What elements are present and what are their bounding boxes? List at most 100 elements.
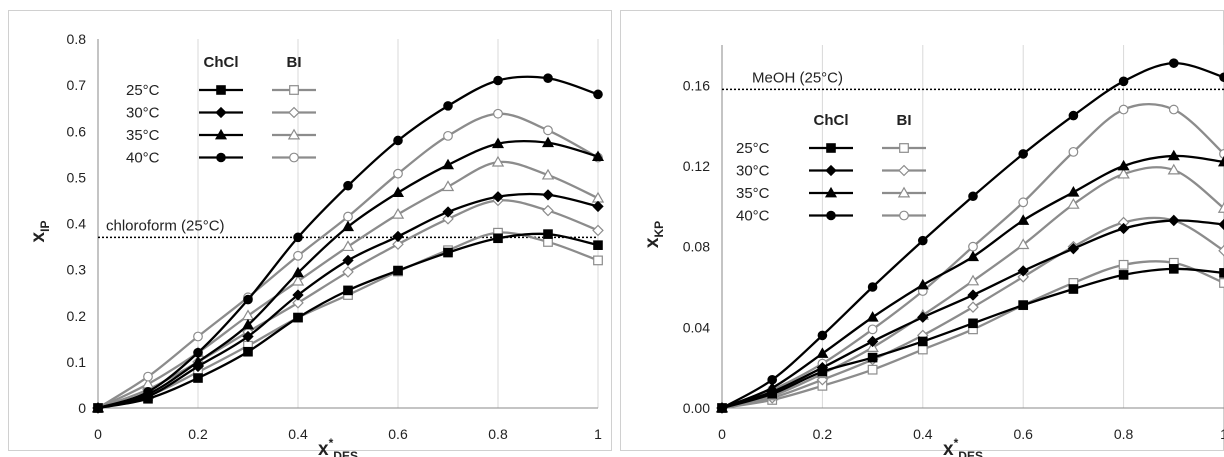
chart-0-data-point	[491, 137, 505, 149]
chart-0-legend-swatch-marker	[288, 106, 300, 119]
chart-1-data-point	[1219, 72, 1224, 83]
chart-0-data-point	[542, 204, 554, 217]
chart-1-data-point	[1118, 76, 1129, 87]
chart-1-series-bi-6	[715, 163, 1224, 413]
chart-0-xtick-label: 0.4	[288, 426, 308, 442]
chart-1-data-point	[717, 403, 727, 413]
chart-1-legend-swatch-marker	[826, 210, 836, 221]
chart-0-x-title-main: x	[318, 439, 329, 457]
chart-0-ytick-label: 0.5	[67, 169, 87, 185]
chart-1-data-point	[1219, 278, 1224, 288]
chart-0-data-point	[393, 265, 403, 276]
chart-0-data-point	[443, 247, 453, 258]
chart-right: 0.000.040.080.120.1600.20.40.60.81xKPx*D…	[612, 0, 1224, 457]
chart-1-data-point	[866, 335, 879, 348]
chart-0-xtick-label: 0	[94, 426, 102, 442]
chart-1-reference-label: MeOH (25°C)	[752, 69, 843, 86]
chart-1-data-point	[1219, 268, 1224, 278]
chart-1-x-title-sup: *	[954, 436, 959, 450]
chart-0-data-point	[93, 403, 103, 413]
chart-1-data-point	[1169, 58, 1179, 68]
chart-1-data-point	[917, 344, 928, 355]
chart-0-data-point	[291, 266, 305, 278]
chart-0-legend-label: 40°C	[126, 150, 160, 167]
chart-0-data-point	[493, 75, 503, 86]
chart-0-data-point	[392, 238, 404, 251]
chart-0-data-point	[293, 250, 303, 261]
chart-1-xtick-label: 1	[1220, 426, 1224, 442]
chart-1-data-point	[1067, 197, 1080, 209]
chart-0-data-point	[342, 266, 354, 278]
chart-1-legend-swatch-marker	[824, 186, 838, 198]
chart-1-data-point	[1018, 149, 1029, 159]
chart-1-data-point	[968, 318, 978, 329]
chart-1-data-point	[1169, 264, 1179, 274]
chart-1-data-point	[867, 282, 878, 292]
chart-1-series-chcl-3	[717, 58, 1224, 413]
chart-0-ytick-label: 0.4	[67, 216, 87, 232]
chart-0-data-point	[592, 224, 604, 237]
chart-1-legend-label: 25°C	[736, 140, 770, 157]
chart-0-data-point	[441, 180, 455, 192]
chart-1-data-point	[916, 278, 929, 290]
chart-0-data-point	[291, 274, 305, 286]
chart-1-xtick-label: 0	[718, 426, 726, 442]
chart-1-data-point	[1117, 167, 1130, 179]
chart-1-data-point	[1218, 218, 1224, 231]
chart-0-data-point	[442, 213, 454, 225]
chart-0-y-title-text: xIP	[28, 221, 52, 243]
chart-0-data-point	[543, 73, 553, 84]
chart-0-data-point	[593, 240, 603, 250]
chart-0-series-chcl-3	[93, 73, 603, 413]
chart-0-y-title: xIP	[28, 221, 52, 243]
chart-1-data-point	[966, 250, 980, 262]
chart-1-data-point	[816, 347, 829, 358]
chart-0-data-point	[442, 206, 454, 218]
chart-0-data-point	[593, 89, 603, 100]
chart-1-data-point	[917, 311, 929, 323]
chart-0-data-point	[391, 186, 405, 197]
chart-1-data-point	[767, 374, 777, 385]
chart-0-data-point	[341, 240, 355, 252]
chart-1-data-point	[1118, 270, 1129, 280]
chart-1-data-point	[968, 241, 978, 252]
chart-1-legend-swatch-marker	[897, 186, 911, 198]
chart-1-series-bi-7	[717, 102, 1224, 413]
chart-0-data-point	[543, 125, 553, 136]
chart-0-data-point	[591, 150, 605, 161]
chart-1-series-line	[721, 61, 1224, 410]
chart-1-y-title-main: x	[642, 237, 663, 248]
chart-1-legend-swatch-marker	[899, 210, 909, 221]
chart-1-data-point	[1167, 149, 1180, 161]
chart-0-data-point	[493, 108, 503, 119]
chart-0-y-title-sub: IP	[38, 221, 52, 232]
chart-1-data-point	[1068, 146, 1079, 157]
chart-1-legend-label: 30°C	[736, 163, 770, 180]
chart-1-data-point	[1218, 244, 1224, 257]
chart-0-data-point	[593, 255, 603, 266]
chart-0-data-point	[243, 346, 253, 357]
chart-1-data-point	[867, 364, 878, 375]
chart-0-x-title-sup: *	[329, 436, 334, 450]
chart-1-xtick-label: 0.4	[913, 426, 933, 442]
chart-1-x-title: x*DES	[943, 436, 983, 457]
chart-0-legend-header-chcl: ChCl	[204, 54, 239, 71]
chart-1-data-point	[1017, 271, 1029, 283]
chart-0-data-point	[293, 232, 303, 243]
chart-0-data-point	[143, 371, 153, 382]
chart-0-reference-label: chloroform (25°C)	[106, 217, 225, 234]
chart-1-data-point	[1068, 110, 1079, 121]
chart-0-data-point	[493, 233, 503, 244]
chart-0-data-point	[193, 347, 203, 358]
chart-1-data-point	[1017, 265, 1029, 277]
chart-1-data-point	[766, 381, 779, 393]
chart-0-data-point	[491, 155, 505, 167]
chart-0-legend-label: 30°C	[126, 105, 160, 122]
chart-0-data-point	[293, 312, 303, 323]
chart-0-data-point	[343, 180, 353, 191]
chart-0-data-point	[193, 373, 203, 383]
chart-1-legend-swatch-marker	[899, 143, 909, 153]
chart-0-ytick-label: 0.6	[67, 123, 87, 139]
chart-0-ytick-label: 0.7	[67, 77, 87, 93]
chart-0-data-point	[443, 101, 453, 111]
